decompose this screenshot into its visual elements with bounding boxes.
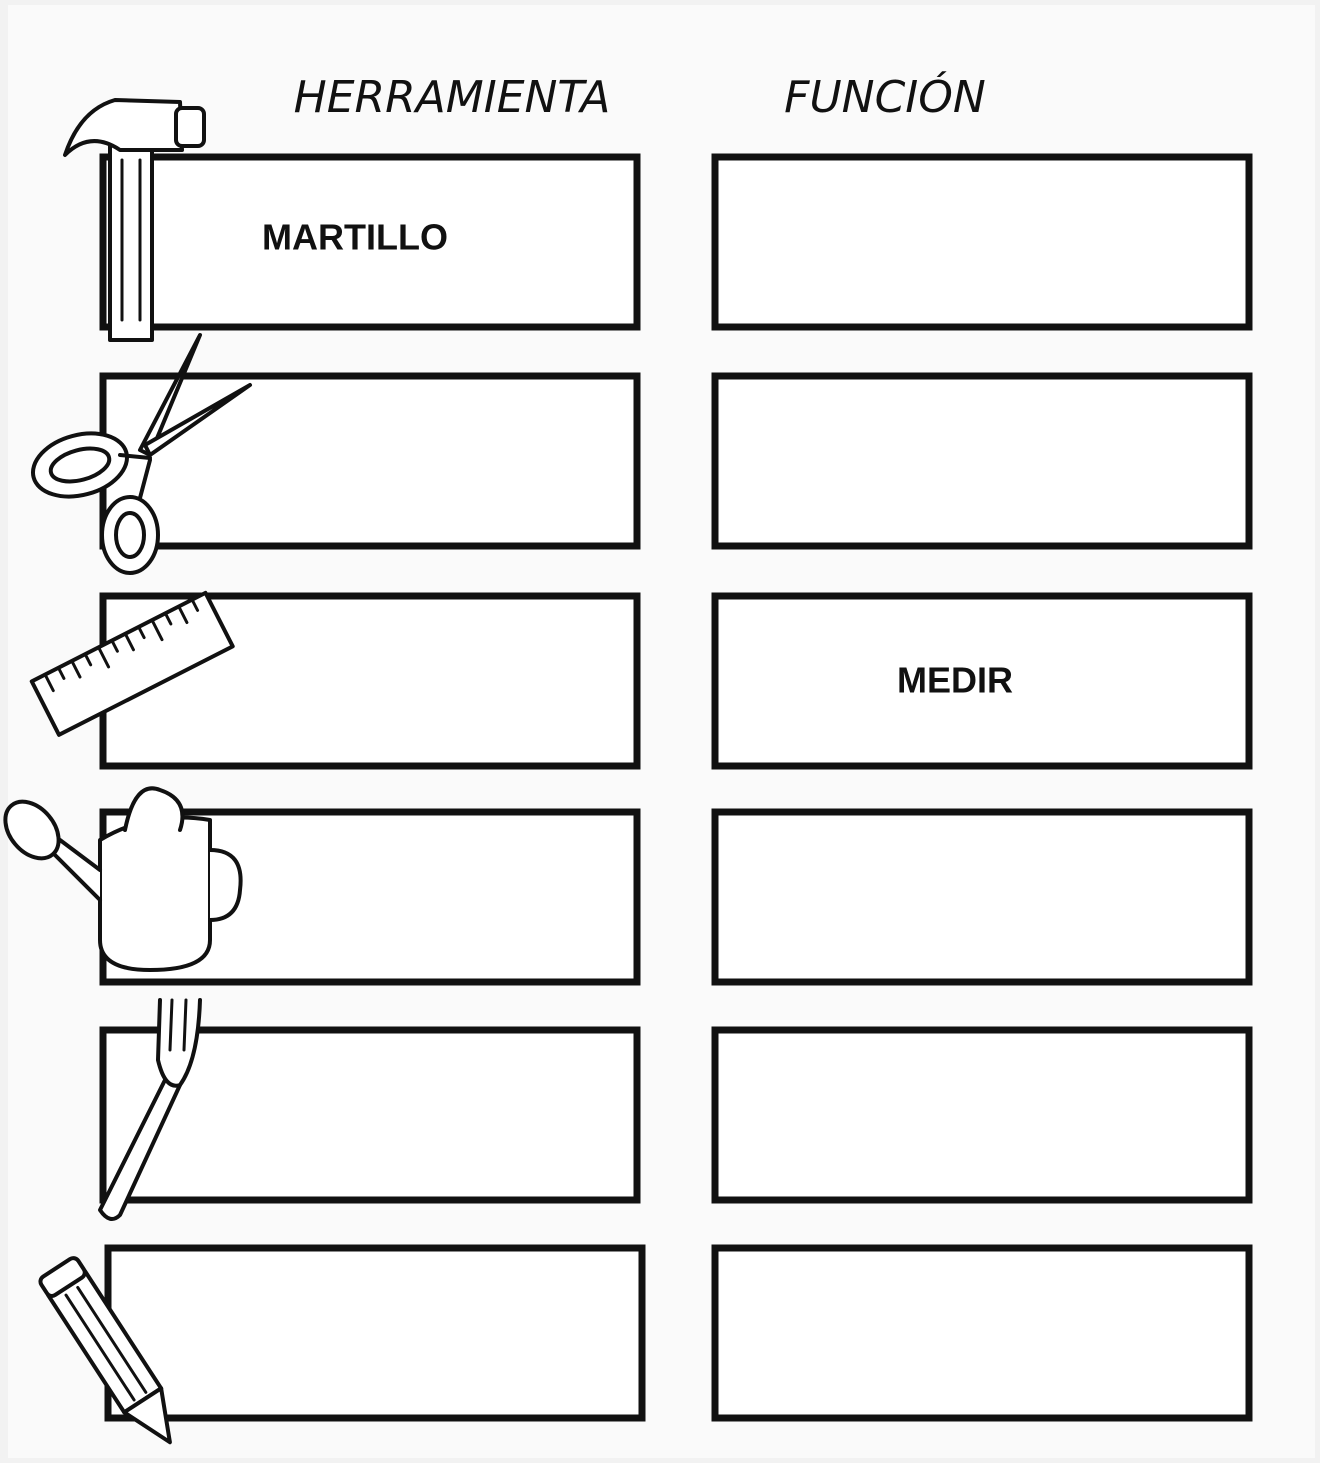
answer-box	[711, 808, 1253, 986]
answer-box	[711, 592, 1253, 770]
column-header: FUNCIÓN	[784, 70, 986, 123]
answer-box	[99, 372, 641, 550]
hammer-icon	[63, 98, 206, 342]
answer-box	[711, 1026, 1253, 1204]
tool-boxes	[99, 153, 646, 1422]
box-label: MEDIR	[897, 660, 1013, 701]
watering-can-icon	[3, 786, 243, 972]
answer-box	[711, 1244, 1253, 1422]
answer-box	[711, 153, 1253, 331]
pencil-icon	[38, 1256, 172, 1445]
answer-box	[99, 153, 641, 331]
fork-icon	[98, 998, 202, 1221]
column-header: HERRAMIENTA	[294, 72, 611, 123]
answer-box	[104, 1244, 646, 1422]
answer-box	[711, 372, 1253, 550]
scissors-icon	[30, 333, 252, 575]
ruler-icon	[29, 590, 235, 737]
box-label: MARTILLO	[262, 217, 448, 258]
function-boxes	[711, 153, 1253, 1422]
